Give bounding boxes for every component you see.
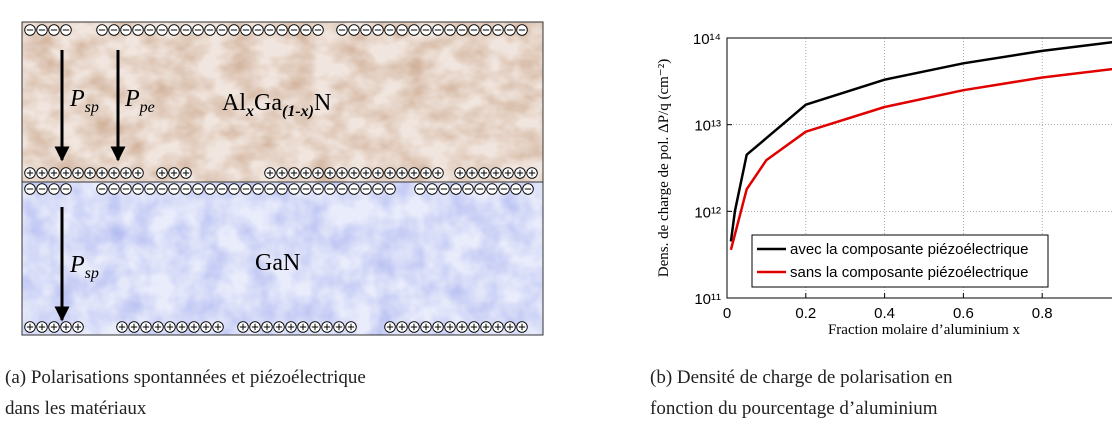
arrow-label: Ppe — [124, 86, 155, 116]
y-tick-label: 10¹³ — [694, 118, 721, 135]
y-tick-label: 10¹² — [694, 204, 721, 221]
gan-texture — [22, 182, 543, 335]
series-line — [729, 67, 1112, 251]
y-axis-label: Dens. de charge de pol. ΔP/q (cm⁻²) — [656, 59, 672, 277]
material-label: GaN — [255, 250, 300, 276]
legend-label: sans la composante piézoélectrique — [790, 264, 1028, 281]
material-label: AlxGa(1-x)N — [222, 90, 331, 120]
x-tick-label: 0.4 — [874, 305, 895, 322]
charges — [24, 24, 538, 333]
y-tick-label: 10¹⁴ — [693, 31, 721, 48]
legend-label: avec la composante piézoélectrique — [790, 241, 1028, 258]
figure: Psp Ppe Psp AlxGa(1-x)N GaN 0 0.2 0.4 0.6 0.… — [21, 21, 1112, 338]
caption-line: dans les matériaux — [5, 398, 147, 419]
algan-texture — [22, 22, 543, 182]
x-axis-label: Fraction molaire d’aluminium x — [828, 322, 1021, 338]
y-tick-label: 10¹¹ — [694, 291, 721, 308]
x-tick-label: 0.6 — [953, 305, 974, 322]
plot-frame — [726, 37, 1112, 299]
arrow-label: Psp — [69, 86, 99, 116]
frame — [21, 21, 544, 336]
x-tick-label: 0 — [723, 305, 731, 322]
legend-box — [751, 234, 1049, 288]
caption: (a) Polarisations spontannées et piézoél… — [5, 362, 366, 424]
series-line — [729, 40, 1112, 242]
caption: (b) Densité de charge de polarisation en… — [650, 362, 952, 424]
x-tick-label: 0.2 — [795, 305, 816, 322]
x-tick-label: 0.8 — [1032, 305, 1053, 322]
caption-line: fonction du pourcentage d’aluminium — [650, 398, 938, 419]
caption-line: (b) Densité de charge de polarisation en — [650, 367, 953, 388]
caption-line: (a) Polarisations spontannées et piézoél… — [5, 367, 366, 388]
arrow-label: Psp — [69, 252, 99, 282]
